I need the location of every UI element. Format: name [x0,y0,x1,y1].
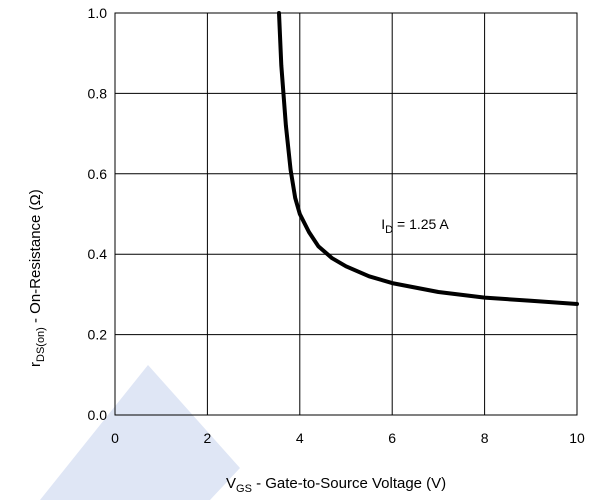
annotation-main: I [381,216,385,232]
x-axis-title: VGS - Gate-to-Source Voltage (V) [226,475,446,495]
watermark-stripe [40,365,240,500]
y-tick-label: 0.8 [88,85,108,101]
y-tick-label: 0.6 [88,166,108,182]
annotation-sub: D [385,224,393,236]
y-axis-title-rest: - On-Resistance (Ω) [27,189,44,327]
y-axis-title-sub: DS(on) [35,327,47,362]
plot-frame [114,12,578,416]
grid-lines [114,12,578,416]
x-axis-title-sub: GS [236,483,252,495]
x-tick-label: 8 [481,430,489,446]
series-line [277,11,579,306]
x-axis-title-rest: - Gate-to-Source Voltage (V) [252,475,446,492]
y-tick-label: 0.2 [88,327,108,343]
y-axis-title-main: r [27,362,44,367]
x-tick-label: 4 [296,430,304,446]
y-axis-title: rDS(on) - On-Resistance (Ω) [27,189,47,367]
x-tick-label: 10 [569,430,585,446]
y-tick-label: 1.0 [88,5,108,21]
x-axis-title-main: V [226,475,236,492]
x-tick-label: 0 [111,430,119,446]
x-tick-label: 2 [204,430,212,446]
x-tick-labels: 0 2 4 6 8 10 [111,430,585,446]
x-tick-label: 6 [388,430,396,446]
annotation-id: ID = 1.25 A [381,216,449,236]
y-tick-label: 0.0 [88,407,108,423]
y-tick-labels: 0.0 0.2 0.4 0.6 0.8 1.0 [88,5,108,423]
annotation-rest: = 1.25 A [393,216,449,232]
y-tick-label: 0.4 [88,246,108,262]
